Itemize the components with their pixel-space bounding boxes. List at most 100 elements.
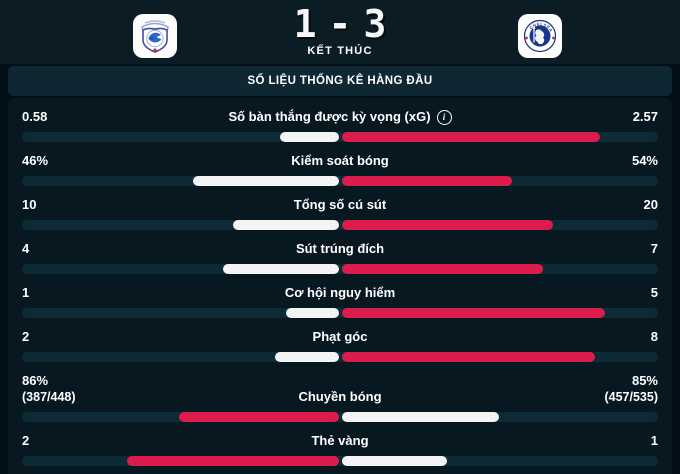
away-score: 3 <box>363 2 387 46</box>
stat-row-big-chances: 1 Cơ hội nguy hiểm 5 <box>22 285 658 318</box>
stat-label: Phạt góc <box>112 329 568 345</box>
stat-row-head: 1 Cơ hội nguy hiểm 5 <box>22 285 658 301</box>
stat-label-text: Kiểm soát bóng <box>291 153 389 168</box>
away-value-main: 54% <box>631 153 658 168</box>
home-bar <box>223 264 339 274</box>
away-value: 7 <box>568 241 658 257</box>
home-value-main: 46% <box>22 153 49 168</box>
stat-row-head: 4 Sút trúng đích 7 <box>22 241 658 257</box>
home-value: 4 <box>22 241 112 257</box>
home-value-main: 2 <box>22 329 30 344</box>
stat-row-shots-on-target: 4 Sút trúng đích 7 <box>22 241 658 274</box>
stat-row-head: 2 Thẻ vàng 1 <box>22 433 658 449</box>
home-bar <box>179 412 339 422</box>
stat-label-text: Tổng số cú sút <box>293 197 387 212</box>
home-bar <box>275 352 339 362</box>
stat-bar-track <box>22 308 658 318</box>
away-value: 20 <box>568 197 658 213</box>
away-value-main: 8 <box>650 329 658 344</box>
home-value-sub: (387/448) <box>22 390 76 404</box>
home-team-badge[interactable] <box>133 14 177 58</box>
away-value: 1 <box>568 433 658 449</box>
stat-bar-track <box>22 412 658 422</box>
info-icon[interactable]: i <box>436 109 452 125</box>
home-score: 1 <box>293 2 317 46</box>
stat-label: Kiểm soát bóng <box>112 153 568 169</box>
away-value-sub: (457/535) <box>604 390 658 404</box>
away-value: 85% (457/535) <box>568 373 658 405</box>
stat-label-text: Sút trúng đích <box>295 241 385 256</box>
home-value: 1 <box>22 285 112 301</box>
stat-bar-track <box>22 456 658 466</box>
match-status: KẾT THÚC <box>307 45 373 57</box>
stat-row-head: 0.58 Số bàn thắng được kỳ vọng (xG) i 2.57 <box>22 109 658 125</box>
score-separator: - <box>328 2 352 46</box>
stat-row-possession: 46% Kiểm soát bóng 54% <box>22 153 658 186</box>
stat-label: Chuyền bóng <box>112 389 568 405</box>
stat-row-total-shots: 10 Tổng số cú sút 20 <box>22 197 658 230</box>
away-bar <box>341 132 600 142</box>
away-bar <box>341 220 553 230</box>
away-team-badge[interactable]: CHELSEA <box>518 14 562 58</box>
stat-bar-track <box>22 352 658 362</box>
stat-row-head: 2 Phạt góc 8 <box>22 329 658 345</box>
stat-label: Tổng số cú sút <box>112 197 568 213</box>
stat-row-xg: 0.58 Số bàn thắng được kỳ vọng (xG) i 2.57 <box>22 109 658 142</box>
stat-label: Số bàn thắng được kỳ vọng (xG) i <box>112 109 568 125</box>
home-value-main: 2 <box>22 433 30 448</box>
stat-row-yellow-cards: 2 Thẻ vàng 1 <box>22 433 658 466</box>
away-bar <box>341 176 513 186</box>
home-value-main: 1 <box>22 285 30 300</box>
away-bar <box>341 352 595 362</box>
match-score: 1 - 3 <box>0 2 680 46</box>
home-value: 10 <box>22 197 112 213</box>
chelsea-crest-icon: CHELSEA <box>518 14 562 58</box>
away-value-main: 1 <box>650 433 658 448</box>
home-value: 2 <box>22 329 112 345</box>
stat-label-text: Thẻ vàng <box>311 433 369 448</box>
away-bar <box>341 456 447 466</box>
stat-bar-track <box>22 264 658 274</box>
home-value-main: 86% <box>22 373 49 388</box>
home-value: 46% <box>22 153 112 169</box>
home-bar <box>127 456 339 466</box>
away-value: 5 <box>568 285 658 301</box>
home-value-main: 4 <box>22 241 30 256</box>
stat-bar-track <box>22 132 658 142</box>
away-value-main: 5 <box>650 285 658 300</box>
home-bar <box>192 176 339 186</box>
home-value: 86% (387/448) <box>22 373 112 405</box>
home-value: 0.58 <box>22 109 112 125</box>
stat-label: Thẻ vàng <box>112 433 568 449</box>
stat-row-corners: 2 Phạt góc 8 <box>22 329 658 362</box>
away-bar <box>341 412 499 422</box>
away-value-main: 2.57 <box>632 109 658 124</box>
stat-label-text: Chuyền bóng <box>298 389 382 404</box>
stat-label-text: Phạt góc <box>312 329 368 344</box>
stat-bar-track <box>22 220 658 230</box>
away-value: 54% <box>568 153 658 169</box>
stat-row-head: 46% Kiểm soát bóng 54% <box>22 153 658 169</box>
stat-label: Sút trúng đích <box>112 241 568 257</box>
stat-bar-track <box>22 176 658 186</box>
away-value: 2.57 <box>568 109 658 125</box>
cardiff-city-crest-icon <box>133 14 177 58</box>
away-bar <box>341 308 606 318</box>
away-value-main: 7 <box>650 241 658 256</box>
home-value-main: 10 <box>22 197 37 212</box>
stat-label: Cơ hội nguy hiểm <box>112 285 568 301</box>
section-title: SỐ LIỆU THỐNG KÊ HÀNG ĐẦU <box>247 75 433 87</box>
stat-row-passes: 86% (387/448) Chuyền bóng 85% (457/535) <box>22 373 658 422</box>
home-bar <box>280 132 339 142</box>
stats-list: 0.58 Số bàn thắng được kỳ vọng (xG) i 2.57 4… <box>22 109 658 466</box>
away-bar <box>341 264 543 274</box>
score-block: 1 - 3 KẾT THÚC <box>0 2 680 57</box>
home-bar <box>285 308 339 318</box>
stat-label-text: Số bàn thắng được kỳ vọng (xG) <box>228 109 431 124</box>
stat-label-text: Cơ hội nguy hiểm <box>284 285 396 300</box>
away-value: 8 <box>568 329 658 345</box>
stat-row-head: 86% (387/448) Chuyền bóng 85% (457/535) <box>22 373 658 405</box>
home-value-main: 0.58 <box>22 109 48 124</box>
home-bar <box>233 220 339 230</box>
